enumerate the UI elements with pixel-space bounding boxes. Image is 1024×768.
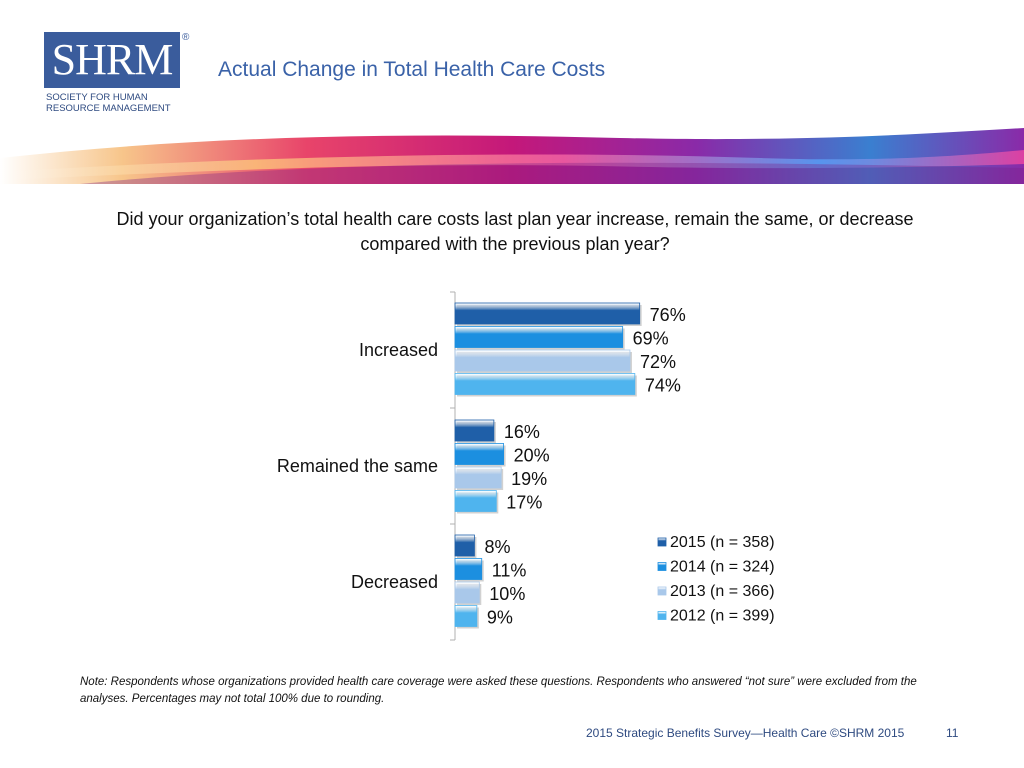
data-label: 20% — [514, 446, 550, 466]
legend-label: 2012 (n = 399) — [670, 608, 775, 625]
bar — [454, 349, 631, 372]
bar — [454, 558, 483, 580]
bar — [454, 581, 480, 604]
legend-swatch — [657, 562, 667, 571]
category-label: Increased — [359, 340, 438, 360]
legend-label: 2013 (n = 366) — [670, 583, 775, 600]
shrm-logo: SHRM ® SOCIETY FOR HUMAN RESOURCE MANAGE… — [44, 32, 189, 118]
bar — [454, 605, 478, 627]
bar — [454, 373, 636, 395]
bar — [454, 302, 641, 325]
bar — [454, 466, 502, 489]
data-label: 74% — [645, 376, 681, 396]
page-number: 11 — [946, 726, 959, 740]
logo-tagline-line1: SOCIETY FOR HUMAN — [46, 92, 148, 103]
legend-swatch — [657, 537, 667, 547]
data-label: 16% — [504, 422, 540, 442]
logo-registered-mark: ® — [182, 32, 190, 43]
logo-tagline: SOCIETY FOR HUMAN RESOURCE MANAGEMENT — [46, 92, 186, 114]
data-label: 8% — [484, 537, 510, 557]
bar — [454, 490, 497, 512]
category-label: Decreased — [351, 572, 438, 592]
data-label: 11% — [492, 561, 527, 581]
legend-label: 2015 (n = 358) — [670, 534, 775, 551]
category-label: Remained the same — [277, 456, 438, 476]
data-label: 10% — [489, 584, 525, 604]
slide-title: Actual Change in Total Health Care Costs — [218, 58, 606, 81]
data-label: 9% — [487, 608, 513, 628]
footer-source: 2015 Strategic Benefits Survey—Health Ca… — [586, 726, 905, 740]
data-label: 72% — [640, 352, 676, 372]
data-label: 76% — [650, 305, 686, 325]
data-label: 17% — [506, 493, 542, 513]
footnote: Note: Respondents whose organizations pr… — [80, 676, 917, 705]
data-label: 69% — [633, 329, 669, 349]
legend-label: 2014 (n = 324) — [670, 559, 775, 576]
logo-box: SHRM — [44, 32, 180, 88]
legend-swatch — [657, 611, 667, 620]
bar — [454, 326, 624, 348]
logo-letters: SHRM — [51, 35, 174, 84]
bar — [454, 534, 475, 557]
data-label: 19% — [511, 469, 547, 489]
bar — [454, 443, 504, 465]
decorative-banner — [0, 128, 1024, 184]
logo-tagline-line2: RESOURCE MANAGEMENT — [46, 103, 171, 114]
survey-question: Did your organization’s total health car… — [116, 209, 914, 254]
legend-swatch — [657, 586, 667, 596]
bar — [454, 419, 495, 442]
